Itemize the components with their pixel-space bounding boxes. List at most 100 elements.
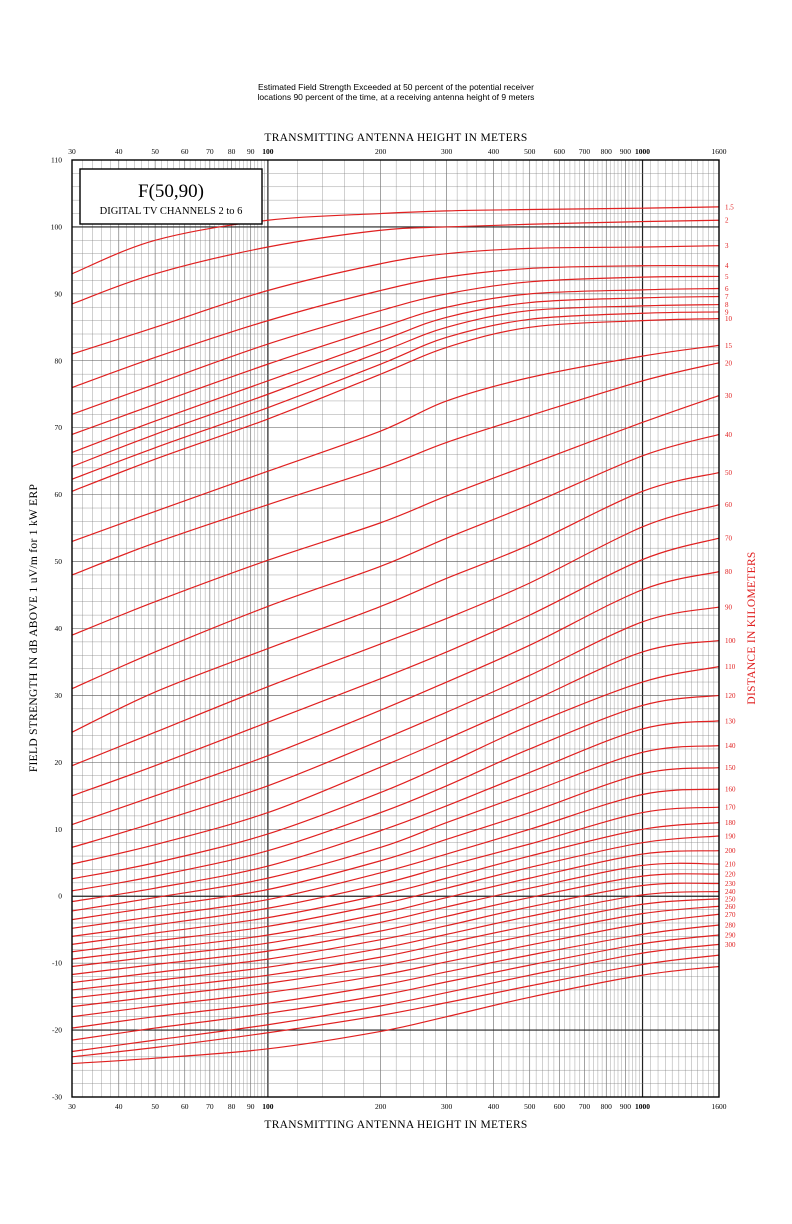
x-tick-top-70: 70 (206, 147, 214, 156)
distance-label-110: 110 (725, 663, 736, 671)
distance-label-10: 10 (725, 315, 733, 323)
y-tick-60: 60 (55, 490, 63, 499)
distance-label-270: 270 (725, 911, 736, 919)
series-line-40 (71, 433, 720, 690)
distance-label-8: 8 (725, 301, 729, 309)
series-line-150 (71, 767, 720, 921)
series-line-15 (71, 344, 720, 543)
y-tick-30: 30 (55, 691, 63, 700)
x-tick-bottom-40: 40 (115, 1102, 123, 1111)
x-tick-bottom-70: 70 (206, 1102, 214, 1111)
series-line-230 (71, 882, 720, 984)
distance-label-220: 220 (725, 871, 736, 879)
x-tick-top-50: 50 (151, 147, 159, 156)
series-line-6 (71, 287, 720, 435)
x-tick-top-800: 800 (601, 147, 613, 156)
series-line-160 (71, 788, 720, 929)
series-line-8 (71, 303, 720, 468)
x-tick-top-30: 30 (68, 147, 76, 156)
series-line-180 (71, 821, 720, 945)
distance-label-70: 70 (725, 535, 733, 543)
y-tick-40: 40 (55, 624, 63, 633)
distance-label-3: 3 (725, 242, 729, 250)
y-tick-50: 50 (55, 557, 63, 566)
x-tick-bottom-80: 80 (228, 1102, 236, 1111)
x-tick-bottom-700: 700 (579, 1102, 591, 1111)
x-tick-top-80: 80 (228, 147, 236, 156)
distance-label-6: 6 (725, 285, 729, 293)
series-line-9 (71, 311, 720, 480)
x-tick-bottom-30: 30 (68, 1102, 76, 1111)
y-tick--30: -30 (52, 1093, 62, 1102)
series-line-10 (71, 318, 720, 492)
series-line-170 (71, 806, 720, 937)
distance-label-130: 130 (725, 717, 736, 725)
series-line-30 (71, 395, 720, 636)
chart-series-group (71, 206, 720, 1065)
series-line-60 (71, 504, 720, 767)
distance-label-90: 90 (725, 604, 733, 612)
series-line-260 (71, 905, 720, 1008)
x-tick-top-40: 40 (115, 147, 123, 156)
y-tick-0: 0 (58, 892, 62, 901)
series-line-extra-40 (71, 954, 720, 1058)
x-tick-bottom-50: 50 (151, 1102, 159, 1111)
distance-label-20: 20 (725, 359, 733, 367)
distance-label-100: 100 (725, 637, 736, 645)
series-line-240 (71, 890, 720, 991)
series-line-270 (71, 913, 720, 1018)
series-line-80 (71, 571, 720, 826)
x-tick-top-300: 300 (441, 147, 453, 156)
y-tick-90: 90 (55, 289, 63, 298)
series-line-280 (71, 924, 720, 1029)
plot-frame (71, 159, 720, 1098)
series-line-2 (71, 219, 720, 305)
series-line-100 (71, 639, 720, 865)
series-line-7 (71, 295, 720, 454)
x-axis-title-bottom: TRANSMITTING ANTENNA HEIGHT IN METERS (264, 1119, 527, 1131)
distance-label-240: 240 (725, 888, 736, 896)
x-tick-top-400: 400 (488, 147, 500, 156)
legend-box-frame (79, 168, 263, 225)
series-line-extra-41 (71, 965, 720, 1065)
x-tick-top-200: 200 (375, 147, 387, 156)
distance-label-170: 170 (725, 804, 736, 812)
series-line-70 (71, 537, 720, 797)
x-axis-title-top: TRANSMITTING ANTENNA HEIGHT IN METERS (264, 132, 527, 144)
distance-label-140: 140 (725, 742, 736, 750)
distance-label-40: 40 (725, 431, 733, 439)
y-axis-title: FIELD STRENGTH IN dB ABOVE 1 uV/m for 1 … (28, 484, 40, 772)
distance-label-50: 50 (725, 469, 733, 477)
distance-label-160: 160 (725, 786, 736, 794)
x-tick-bottom-400: 400 (488, 1102, 500, 1111)
y-tick-10: 10 (55, 825, 63, 834)
x-tick-bottom-300: 300 (441, 1102, 453, 1111)
x-tick-bottom-1000: 1000 (635, 1102, 650, 1111)
series-line-200 (71, 850, 720, 960)
series-line-130 (71, 720, 720, 903)
y-tick-110: 110 (51, 156, 62, 165)
x-tick-bottom-900: 900 (620, 1102, 632, 1111)
distance-label-120: 120 (725, 692, 736, 700)
x-tick-bottom-60: 60 (181, 1102, 189, 1111)
series-line-120 (71, 694, 720, 892)
distance-label-80: 80 (725, 568, 733, 576)
x-tick-top-90: 90 (247, 147, 255, 156)
distance-label-200: 200 (725, 847, 736, 855)
series-line-110 (71, 666, 720, 880)
legend-box-subtitle: DIGITAL TV CHANNELS 2 to 6 (100, 206, 243, 217)
distance-label-180: 180 (725, 819, 736, 827)
distance-label-2: 2 (725, 217, 729, 225)
x-tick-bottom-1600: 1600 (712, 1102, 727, 1111)
x-tick-bottom-800: 800 (601, 1102, 613, 1111)
x-tick-top-600: 600 (554, 147, 566, 156)
series-line-5 (71, 275, 720, 415)
series-line-190 (71, 835, 720, 953)
series-line-50 (71, 471, 720, 733)
distance-axis-title: DISTANCE IN KILOMETERS (746, 551, 758, 704)
x-tick-bottom-500: 500 (524, 1102, 536, 1111)
x-tick-bottom-600: 600 (554, 1102, 566, 1111)
x-tick-bottom-200: 200 (375, 1102, 387, 1111)
series-line-300 (71, 943, 720, 1053)
